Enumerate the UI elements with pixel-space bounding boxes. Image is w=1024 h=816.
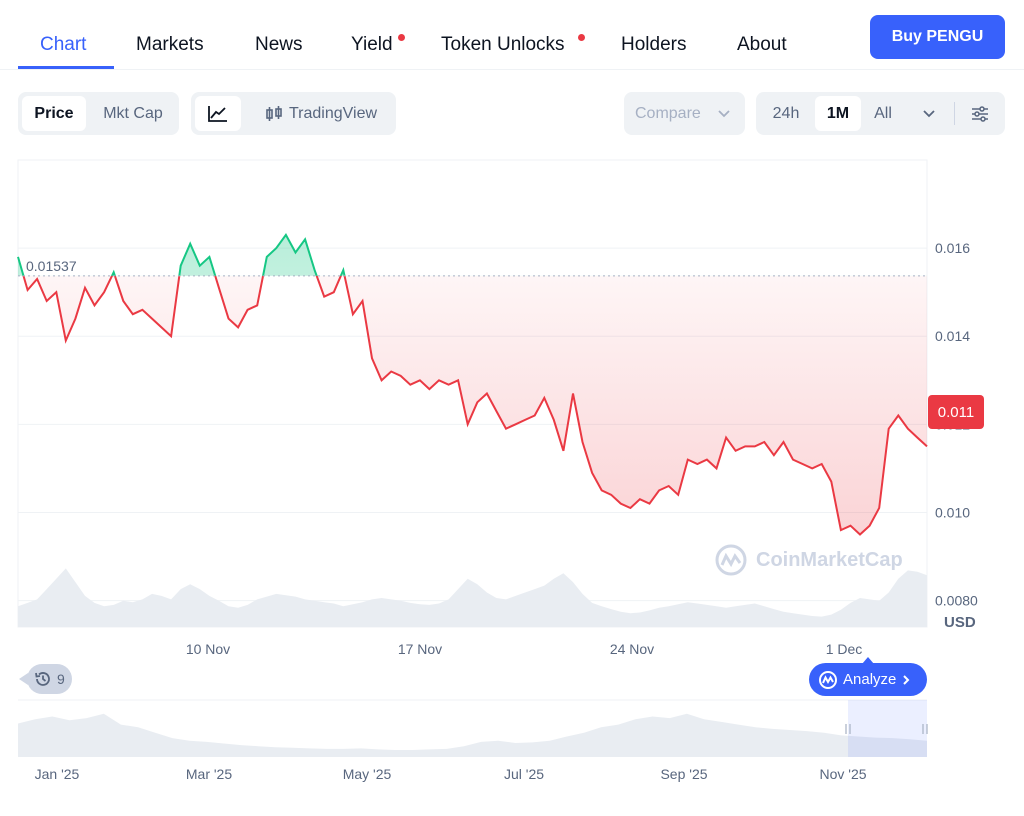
y-tick-label: 0.010 [935, 504, 970, 520]
line-chart-icon [208, 105, 227, 122]
price-option[interactable]: Price [22, 96, 86, 131]
overview-tick-label: Nov '25 [819, 766, 866, 782]
x-tick-label: 10 Nov [186, 641, 230, 657]
chevron-down-icon [923, 109, 935, 117]
volume-bars [18, 568, 927, 627]
overview-selection-window [848, 700, 927, 757]
time-range-toggle: 24h 1M All [756, 92, 1005, 135]
overview-tick-label: Jan '25 [35, 766, 80, 782]
buy-button[interactable]: Buy PENGU [870, 15, 1005, 59]
tab-token-unlocks[interactable]: Token Unlocks [441, 34, 565, 55]
tab-holders[interactable]: Holders [621, 34, 687, 55]
tab-chart[interactable]: Chart [40, 34, 87, 55]
analyze-label: Analyze [843, 671, 897, 688]
tab-yield[interactable]: Yield [351, 34, 393, 55]
history-icon [35, 672, 50, 686]
overview-tick-label: Mar '25 [186, 766, 232, 782]
x-tick-label: 17 Nov [398, 641, 442, 657]
analyze-button[interactable]: Analyze [809, 657, 927, 696]
top-nav: Chart Markets News Yield Token Unlocks H… [0, 0, 1024, 70]
coinmarketcap-logo-icon [819, 670, 837, 689]
range-all-option[interactable]: All [874, 104, 892, 122]
watermark-text: CoinMarketCap [756, 548, 903, 571]
toolbar-divider [954, 102, 955, 125]
range-24h-option[interactable]: 24h [772, 104, 800, 122]
y-tick-label: 0.0080 [935, 593, 978, 609]
tab-news[interactable]: News [255, 34, 303, 55]
line-chart-option[interactable] [195, 96, 241, 131]
tab-about[interactable]: About [737, 34, 787, 55]
volume-area [18, 568, 927, 627]
coinmarketcap-watermark: CoinMarketCap [714, 543, 903, 577]
chevron-down-icon [718, 110, 730, 118]
overview-tick-label: Sep '25 [660, 766, 707, 782]
x-tick-label: 24 Nov [610, 641, 654, 657]
price-line [17, 233, 928, 536]
price-line-down [22, 275, 928, 536]
chevron-right-icon [903, 674, 910, 685]
chart-type-toggle: TradingView [191, 92, 396, 135]
y-tick-label: 0.016 [935, 240, 970, 256]
currency-label: USD [944, 614, 976, 631]
active-tab-underline [18, 66, 114, 69]
tab-markets[interactable]: Markets [136, 34, 204, 55]
overview-tick-label: May '25 [343, 766, 392, 782]
candlestick-icon [266, 105, 282, 121]
history-badge[interactable]: 9 [19, 664, 72, 694]
chart-settings-button[interactable] [967, 96, 993, 131]
yield-notification-dot [398, 34, 405, 41]
range-more-dropdown[interactable] [916, 96, 942, 131]
price-area-below [18, 275, 927, 535]
mktcap-option[interactable]: Mkt Cap [103, 104, 163, 122]
history-count: 9 [57, 671, 65, 687]
token-unlocks-notification-dot [578, 34, 585, 41]
tradingview-label: TradingView [288, 104, 378, 122]
price-mktcap-toggle: Price Mkt Cap [18, 92, 179, 135]
compare-label: Compare [635, 104, 701, 122]
compare-dropdown[interactable]: Compare [624, 92, 745, 135]
reference-price-label: 0.01537 [24, 258, 79, 274]
current-price-tag: 0.011 [928, 395, 984, 429]
overview-area [18, 713, 927, 757]
tradingview-option[interactable]: TradingView [251, 96, 391, 131]
y-tick-label: 0.014 [935, 328, 970, 344]
overview-tick-label: Jul '25 [504, 766, 544, 782]
price-area-fill [18, 234, 927, 535]
overview-navigator[interactable] [18, 699, 928, 757]
sliders-icon [972, 105, 988, 122]
overview-axis-labels: Jan '25 Mar '25 May '25 Jul '25 Sep '25 Nov '… [35, 766, 867, 782]
coinmarketcap-logo-icon [715, 544, 747, 576]
x-tick-label: 1 Dec [826, 641, 863, 657]
range-1m-option[interactable]: 1M [815, 96, 861, 131]
x-axis-labels: 10 Nov 17 Nov 24 Nov 1 Dec [186, 641, 862, 657]
